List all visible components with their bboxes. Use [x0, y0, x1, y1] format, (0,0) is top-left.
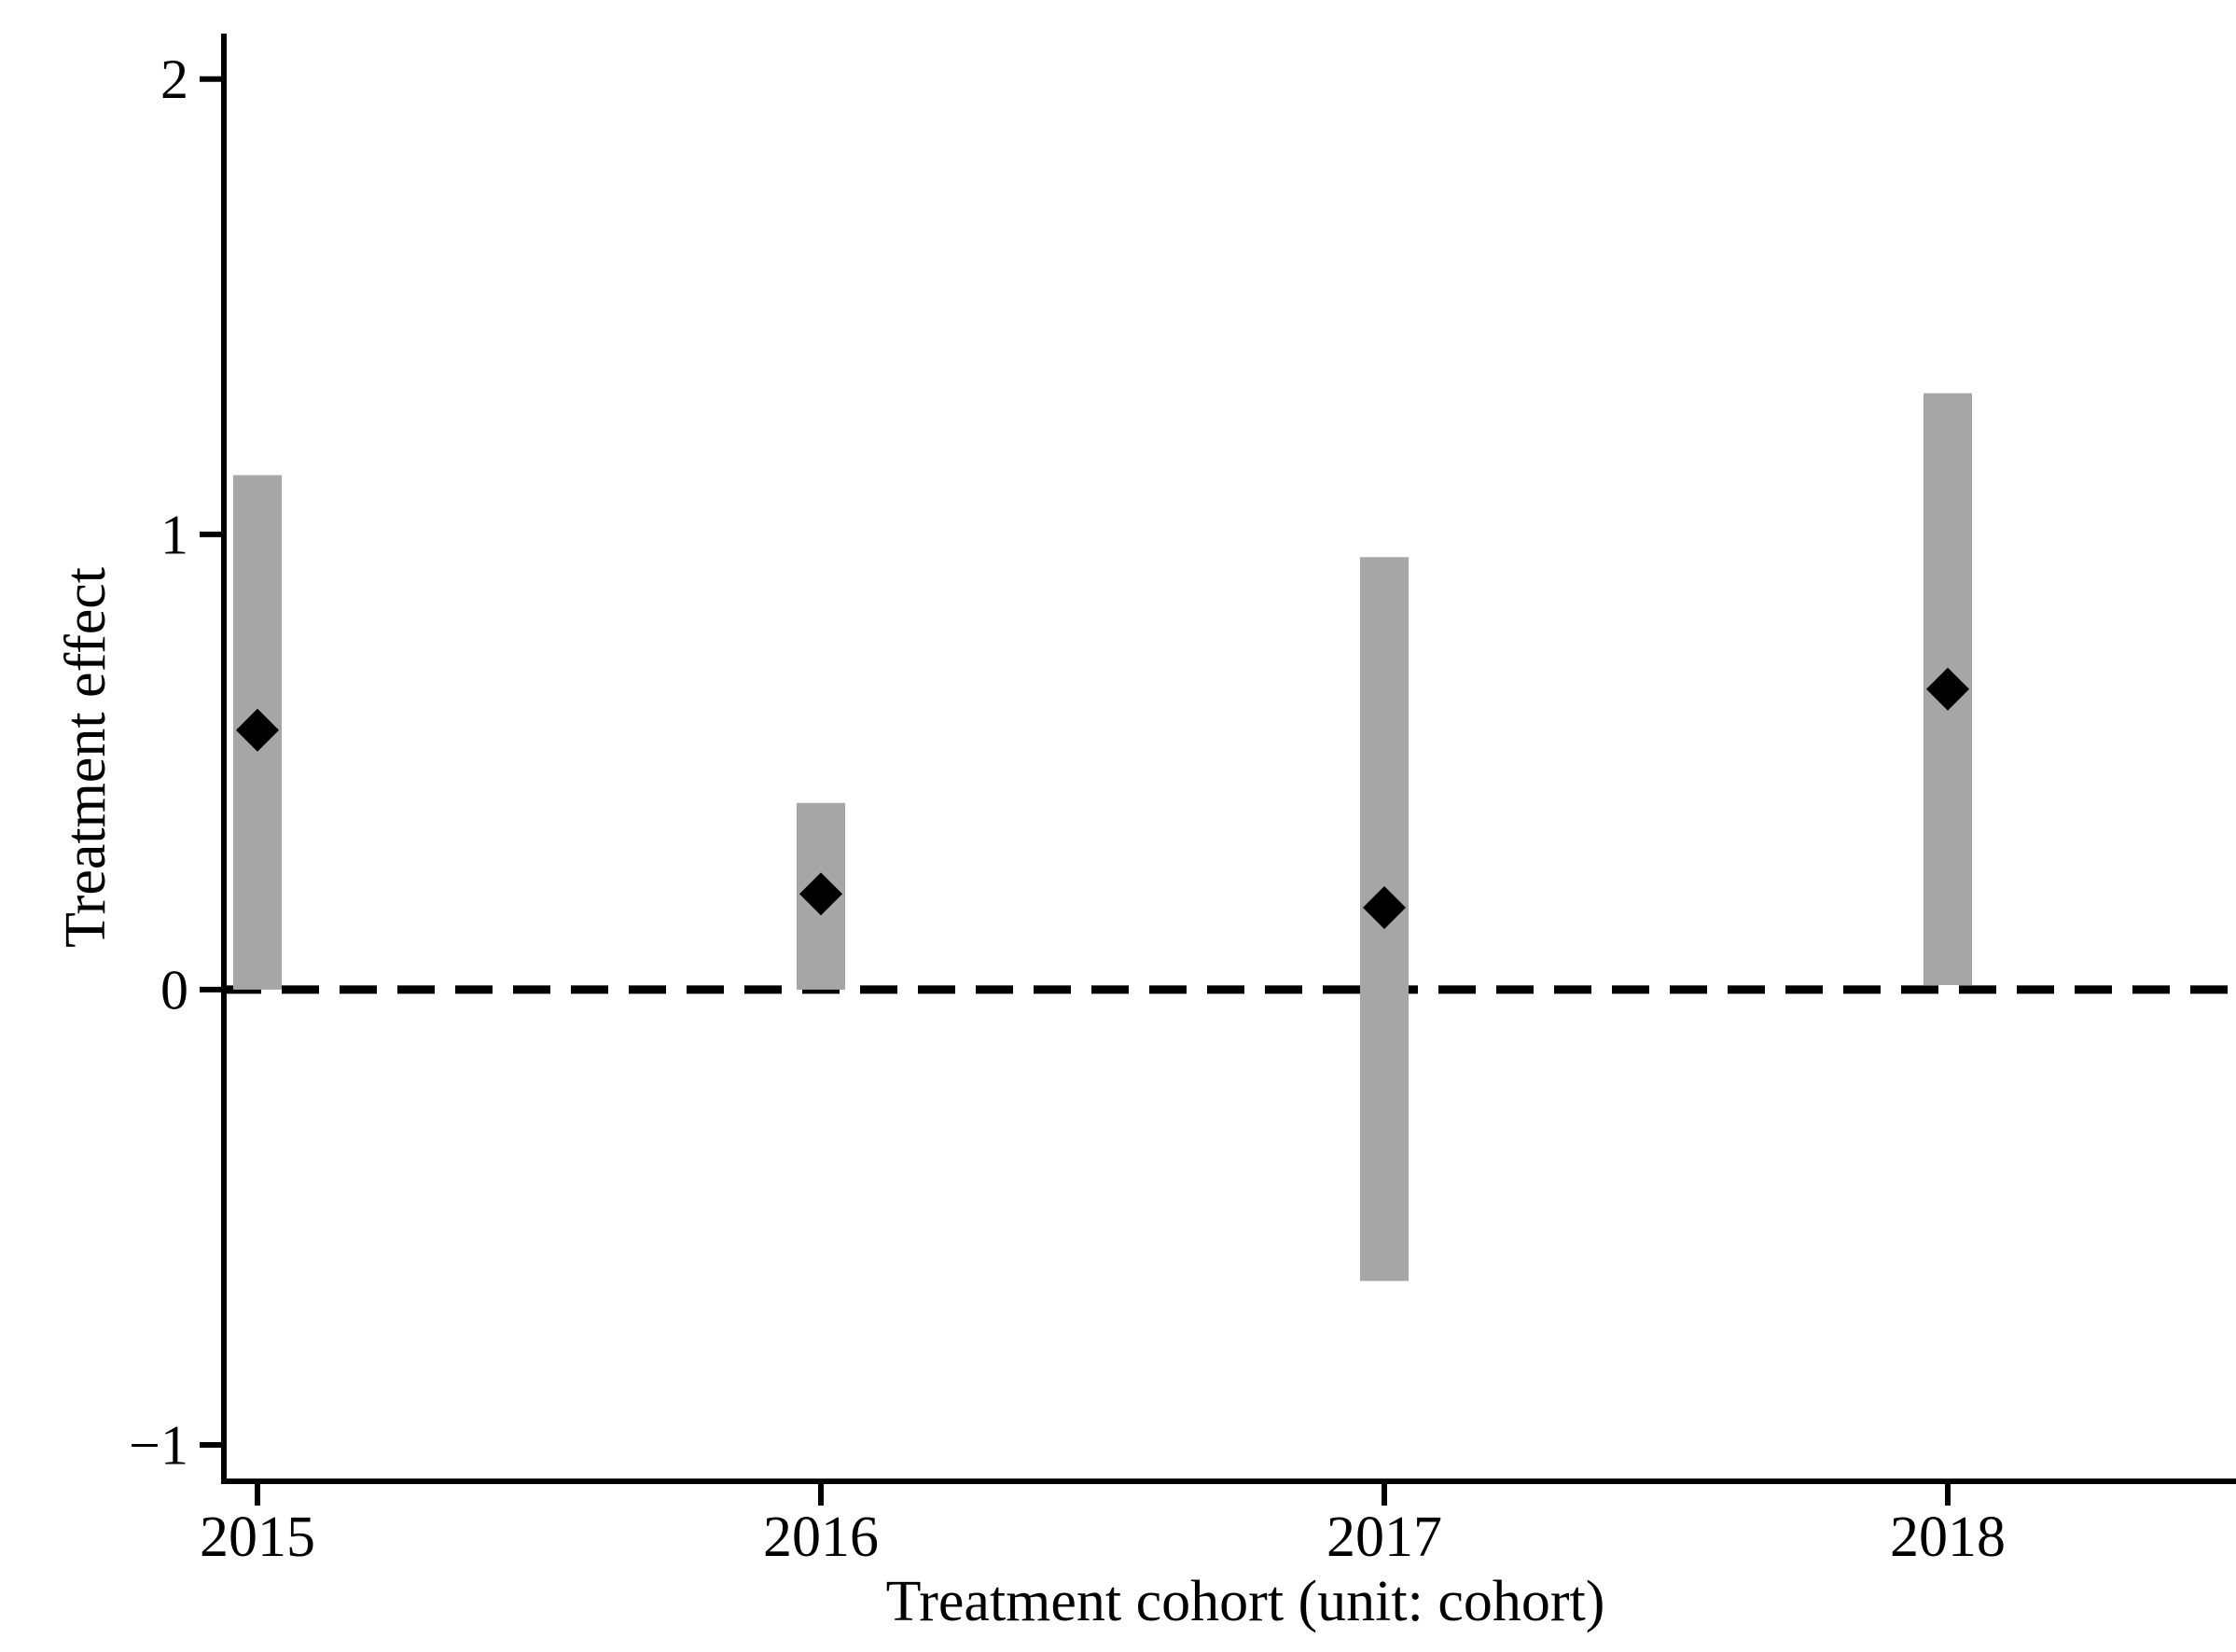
x-tick-label-2017: 2017	[1326, 1506, 1442, 1569]
x-tick-label-2015: 2015	[200, 1506, 315, 1569]
y-axis-title: Treatment effect	[54, 566, 118, 949]
x-axis-title: Treatment cohort (unit: cohort)	[885, 1570, 1605, 1633]
y-tick-label-1: 1	[160, 504, 188, 565]
x-tick-label-2018: 2018	[1890, 1506, 2006, 1569]
point-estimate-marker-2017	[1363, 886, 1406, 930]
y-tick-label--1: −1	[129, 1414, 188, 1476]
y-tick-label-2: 2	[160, 49, 188, 110]
y-tick-label-0: 0	[160, 959, 188, 1020]
point-estimate-marker-2018	[1926, 667, 1969, 711]
treatment-effect-chart: 2 1 0 −1 2015 2016 2017 2018 Treatment effect T…	[37, 15, 2236, 1637]
point-estimate-marker-2016	[799, 872, 842, 916]
x-tick-label-2016: 2016	[763, 1506, 879, 1569]
point-estimate-marker-2015	[236, 708, 279, 752]
